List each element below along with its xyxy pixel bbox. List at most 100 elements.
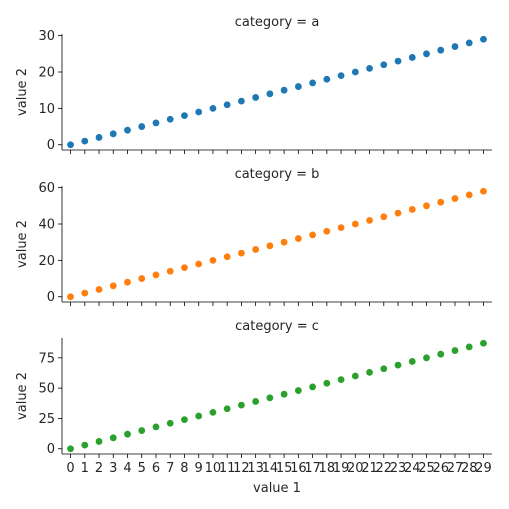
- y-tick-label: 20: [38, 254, 55, 269]
- data-point: [238, 97, 245, 105]
- data-point: [423, 202, 430, 210]
- data-point: [408, 206, 416, 213]
- data-point: [67, 141, 74, 149]
- y-tick-label: 30: [38, 29, 55, 44]
- x-axis-label: value 1: [253, 481, 301, 496]
- data-point: [209, 256, 217, 264]
- data-point: [81, 441, 89, 449]
- x-tick-label: 28: [461, 461, 478, 476]
- data-point: [181, 264, 188, 272]
- panel-title: category = c: [235, 319, 319, 334]
- data-point: [124, 278, 131, 286]
- y-tick-label: 10: [38, 102, 55, 117]
- data-point: [280, 238, 288, 246]
- y-tick-label: 0: [47, 442, 55, 457]
- x-tick-label: 15: [276, 461, 293, 476]
- data-point: [266, 242, 274, 250]
- y-tick-label: 0: [47, 290, 55, 305]
- data-point: [252, 398, 260, 405]
- y-tick-label: 60: [38, 181, 55, 196]
- data-point: [294, 387, 302, 394]
- data-point: [266, 90, 274, 98]
- x-tick-label: 17: [304, 461, 321, 476]
- data-point: [152, 423, 160, 431]
- x-tick-label: 4: [123, 461, 131, 476]
- data-point: [480, 339, 487, 347]
- data-point: [109, 130, 117, 138]
- y-tick-label: 75: [38, 351, 55, 366]
- x-tick-label: 6: [152, 461, 160, 476]
- data-point: [280, 390, 288, 398]
- data-point: [366, 368, 373, 376]
- data-point: [451, 195, 459, 202]
- data-point: [181, 416, 188, 424]
- x-tick-label: 14: [262, 461, 279, 476]
- data-point: [124, 126, 131, 134]
- x-tick-label: 0: [66, 461, 74, 476]
- data-point: [166, 419, 174, 427]
- x-tick-label: 3: [109, 461, 117, 476]
- data-point: [309, 383, 316, 391]
- data-point: [380, 61, 388, 69]
- data-point: [394, 57, 402, 65]
- data-point: [223, 253, 231, 261]
- data-point: [67, 293, 74, 301]
- x-tick-label: 26: [432, 461, 449, 476]
- panel-title: category = b: [235, 167, 320, 182]
- data-point: [309, 79, 316, 87]
- data-point: [109, 282, 117, 290]
- data-point: [437, 350, 445, 358]
- data-point: [252, 246, 260, 253]
- data-point: [252, 94, 260, 101]
- x-tick-label: 7: [166, 461, 174, 476]
- facet-panel-b: category = b 0 20 40 60 value 2: [15, 167, 492, 306]
- data-point: [437, 46, 445, 54]
- data-point: [95, 438, 103, 445]
- data-point: [465, 191, 473, 199]
- data-point: [209, 104, 217, 112]
- x-tick-label: 13: [247, 461, 264, 476]
- data-point: [337, 72, 345, 80]
- data-point: [181, 112, 188, 120]
- data-point: [280, 86, 288, 94]
- data-point: [138, 275, 146, 282]
- x-tick-label: 10: [205, 461, 222, 476]
- data-point: [351, 220, 359, 228]
- data-point: [124, 430, 131, 438]
- data-point: [81, 137, 89, 145]
- data-point: [95, 134, 103, 141]
- data-point: [366, 216, 373, 224]
- x-tick-label: 22: [376, 461, 393, 476]
- data-point: [223, 405, 231, 413]
- y-axis-label: value 2: [15, 68, 30, 116]
- x-tick-label: 2: [95, 461, 103, 476]
- data-point: [323, 227, 331, 235]
- data-point: [337, 376, 345, 384]
- x-tick-label: 16: [290, 461, 307, 476]
- data-point: [152, 271, 160, 279]
- y-axis-label: value 2: [15, 372, 30, 420]
- data-point: [294, 235, 302, 242]
- x-tick-label: 11: [219, 461, 236, 476]
- data-point: [95, 286, 103, 293]
- x-tick-label: 1: [81, 461, 89, 476]
- x-tick-label: 24: [404, 461, 421, 476]
- x-tick-label: 27: [447, 461, 464, 476]
- data-point: [408, 358, 416, 365]
- data-point: [351, 68, 359, 76]
- data-point: [195, 108, 203, 116]
- data-point: [195, 260, 203, 268]
- x-tick-label: 8: [180, 461, 188, 476]
- data-point: [423, 354, 430, 362]
- data-point: [380, 213, 388, 221]
- data-point: [423, 50, 430, 58]
- x-tick-label: 18: [319, 461, 336, 476]
- data-point: [465, 343, 473, 351]
- x-tick-label: 21: [361, 461, 378, 476]
- y-tick-label: 20: [38, 66, 55, 81]
- data-point: [480, 187, 487, 195]
- x-tick-label: 9: [195, 461, 203, 476]
- data-point: [109, 434, 117, 442]
